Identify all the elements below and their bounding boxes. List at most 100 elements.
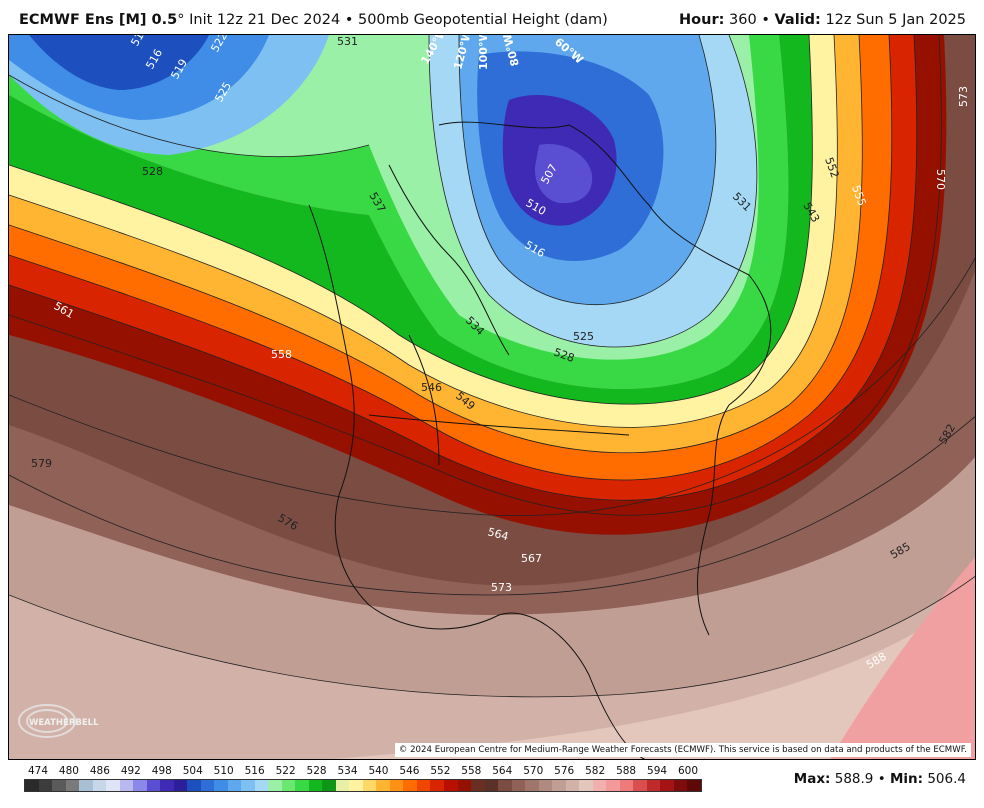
meridian-label: 100°W [477, 35, 490, 70]
legend-swatch [52, 780, 66, 791]
band-549 [9, 35, 863, 453]
legend-swatch [443, 780, 458, 791]
contour-label: 573 [491, 581, 512, 594]
contour-label: 567 [521, 552, 542, 565]
map-panel: 513 516 519 522 525 528 531 537 561 558 … [8, 34, 976, 760]
legend-swatch [160, 780, 174, 791]
legend-tick-label: 510 [213, 765, 234, 777]
legend-swatch [525, 780, 539, 791]
legend-swatch [173, 780, 188, 791]
legend-swatch [227, 780, 242, 791]
init-time: Init 12z 21 Dec 2024 [189, 12, 341, 28]
legend-swatch [457, 780, 472, 791]
legend-swatch [376, 780, 390, 791]
legend-swatch [673, 780, 688, 791]
legend-tick-label: 594 [647, 765, 668, 777]
legend-swatch [362, 780, 377, 791]
degree-symbol: ° [177, 12, 185, 28]
legend-tick-label: 600 [677, 765, 699, 777]
legend-swatch [241, 780, 255, 791]
legend-tick-label: 522 [275, 765, 296, 777]
min-label: Min: [889, 771, 924, 787]
weatherbell-logo: WEATHERBELL [18, 704, 99, 738]
contour-label: 546 [421, 381, 442, 394]
contour-label: 528 [142, 165, 163, 178]
legend-swatch [592, 780, 607, 791]
legend-tick-label: 486 [89, 765, 110, 777]
legend-labels: 474 480 486 492 498 504 510 516 522 528 534 540 546 5… [24, 765, 702, 779]
legend-swatch [119, 780, 134, 791]
legend-tick-label: 576 [554, 765, 575, 777]
legend-swatch [79, 780, 93, 791]
chart-title: ECMWF Ens [M] 0.5° Init 12z 21 Dec 2024 … [19, 12, 608, 28]
legend-swatch [471, 780, 485, 791]
band-570 [9, 35, 975, 586]
legend-tick-label: 540 [368, 765, 389, 777]
legend-tick-label: 582 [585, 765, 606, 777]
max-label: Max: [793, 771, 831, 787]
legend-swatch [295, 780, 309, 791]
legend-swatch [484, 780, 499, 791]
legend-swatch [200, 780, 215, 791]
model-name: ECMWF Ens [M] 0.5 [19, 12, 178, 28]
contour-label: 570 [934, 169, 947, 190]
legend-tick-label: 558 [461, 765, 482, 777]
band-513-west [29, 35, 209, 90]
legend-swatch [416, 780, 431, 791]
valid-time-block: Hour: 360 • Valid: 12z Sun 5 Jan 2025 [679, 12, 966, 28]
legend-swatch [633, 780, 647, 791]
legend-swatch [619, 780, 634, 791]
legend-swatch [335, 780, 350, 791]
valid-label: Valid: [774, 12, 821, 28]
contour-lines [9, 35, 975, 698]
bullet: • [877, 771, 886, 787]
legend-swatch [268, 780, 282, 791]
legend-swatch [146, 780, 161, 791]
legend-tick-label: 546 [399, 765, 420, 777]
legend-tick-label: 492 [120, 765, 141, 777]
legend-tick-label: 498 [151, 765, 172, 777]
field-name: 500mb Geopotential Height (dam) [357, 12, 608, 28]
legend-swatch [579, 780, 593, 791]
legend-swatch [322, 780, 336, 791]
legend-swatch [511, 780, 526, 791]
legend-tick-label: 534 [337, 765, 358, 777]
band-504 [534, 144, 593, 204]
contour-label: 573 [957, 86, 970, 107]
band-543 [9, 35, 838, 428]
legend-tick-label: 480 [58, 765, 79, 777]
legend-swatch [214, 780, 228, 791]
max-value: 588.9 [834, 771, 874, 787]
legend-swatch [538, 780, 553, 791]
legend-swatch [281, 780, 296, 791]
contour-label: 558 [271, 348, 292, 361]
legend-swatch [565, 780, 580, 791]
legend-swatch [498, 780, 512, 791]
hour-value: 360 [729, 12, 757, 28]
legend-swatch [552, 780, 566, 791]
contour-label: 564 [486, 525, 510, 543]
color-scale-bar [24, 779, 702, 792]
band-537 [9, 35, 813, 405]
legend-swatch [660, 780, 674, 791]
legend-tick-label: 474 [27, 765, 49, 777]
bullet: • [761, 12, 770, 28]
max-min-readout: Max: 588.9 • Min: 506.4 [794, 771, 966, 787]
band-564 [9, 35, 947, 535]
legend-tick-label: 588 [616, 765, 637, 777]
hour-label: Hour: [679, 12, 725, 28]
title-bar: ECMWF Ens [M] 0.5° Init 12z 21 Dec 2024 … [0, 0, 984, 34]
band-585 [333, 587, 975, 759]
legend-swatch [349, 780, 363, 791]
coastlines [308, 121, 772, 759]
legend-swatch [687, 780, 701, 791]
min-value: 506.4 [927, 771, 966, 787]
legend-swatch [646, 780, 661, 791]
contour-label: 531 [337, 35, 358, 48]
legend-swatch [25, 780, 39, 791]
legend-tick-label: 516 [244, 765, 265, 777]
contour-label: 525 [573, 330, 594, 343]
legend-swatch [106, 780, 120, 791]
band-588 [830, 557, 975, 759]
valid-value: 12z Sun 5 Jan 2025 [825, 12, 966, 28]
